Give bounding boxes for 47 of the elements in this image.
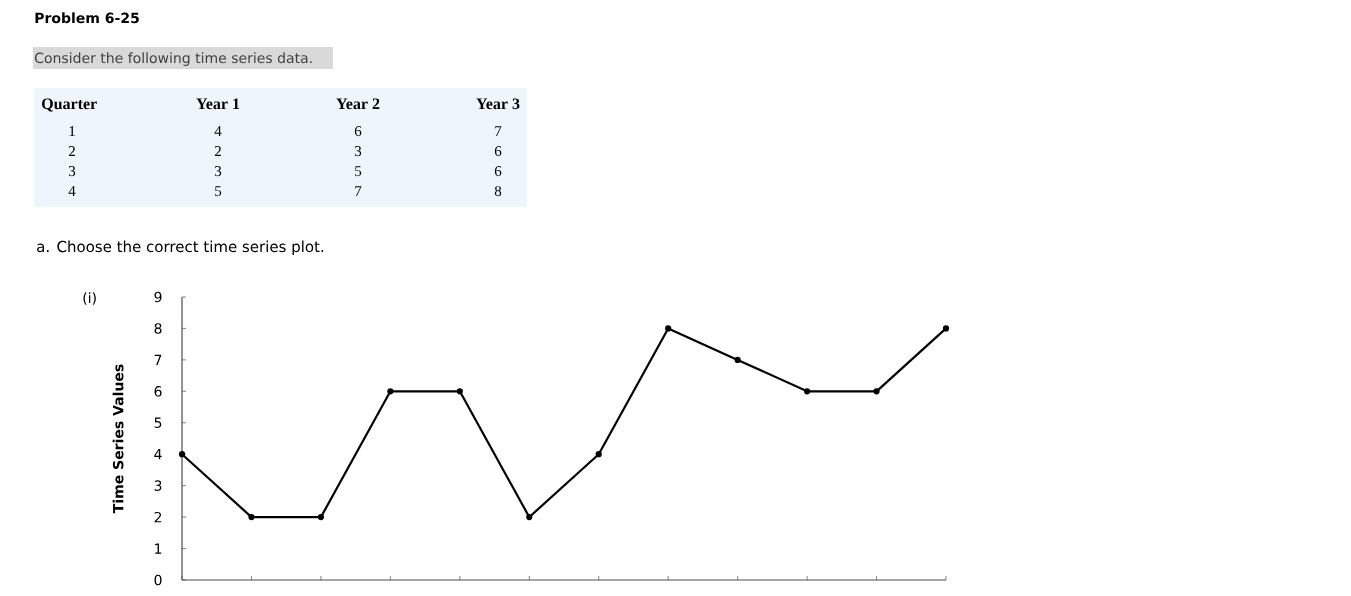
y-tick-label: 2 bbox=[154, 511, 162, 523]
chart-title: Problem 6-25 bbox=[35, 12, 139, 24]
point bbox=[595, 451, 602, 458]
y-tick-label: 1 bbox=[155, 543, 162, 554]
text: Quarter bbox=[42, 98, 97, 112]
text: 1 bbox=[69, 126, 75, 136]
text: a. Choose the correct time series plot. bbox=[37, 240, 324, 256]
text: 7 bbox=[355, 186, 362, 196]
text: Year 3 bbox=[476, 98, 520, 110]
text: 6 bbox=[354, 126, 362, 137]
text: 6 bbox=[494, 166, 502, 177]
point bbox=[873, 388, 880, 395]
text: 4 bbox=[68, 186, 76, 196]
point bbox=[665, 325, 672, 332]
point bbox=[734, 356, 741, 363]
text: 2 bbox=[214, 146, 221, 156]
text: 3 bbox=[214, 166, 222, 177]
point bbox=[526, 514, 533, 521]
y-tick-label: 3 bbox=[154, 480, 162, 491]
text: (i) bbox=[83, 292, 96, 305]
y-tick-label: 6 bbox=[154, 386, 162, 397]
text: 8 bbox=[494, 186, 502, 197]
point bbox=[248, 514, 255, 521]
text: 5 bbox=[355, 166, 362, 177]
text: 6 bbox=[494, 146, 502, 157]
y-tick-label: 4 bbox=[154, 449, 162, 460]
point bbox=[178, 451, 186, 458]
y-tick-label: 5 bbox=[154, 417, 162, 428]
point bbox=[387, 388, 394, 395]
text: Year 1 bbox=[196, 98, 240, 110]
y-tick-label: 7 bbox=[154, 354, 162, 365]
text: 4 bbox=[214, 126, 222, 136]
point bbox=[456, 388, 463, 395]
text: 7 bbox=[495, 126, 502, 136]
text: 3 bbox=[354, 146, 362, 157]
text: 2 bbox=[68, 146, 75, 156]
y-tick-label: 9 bbox=[154, 291, 162, 303]
text: Year 2 bbox=[336, 98, 380, 110]
point bbox=[317, 514, 325, 521]
text: 3 bbox=[68, 166, 76, 177]
point bbox=[804, 388, 811, 395]
text: 5 bbox=[215, 186, 222, 197]
y-axis-title: Time Series Values bbox=[112, 364, 124, 514]
chart-subtitle: Consider the following time series data. bbox=[35, 52, 312, 66]
point bbox=[942, 325, 950, 332]
y-tick-label: 8 bbox=[154, 323, 162, 334]
y-tick-label: 0 bbox=[154, 574, 162, 586]
